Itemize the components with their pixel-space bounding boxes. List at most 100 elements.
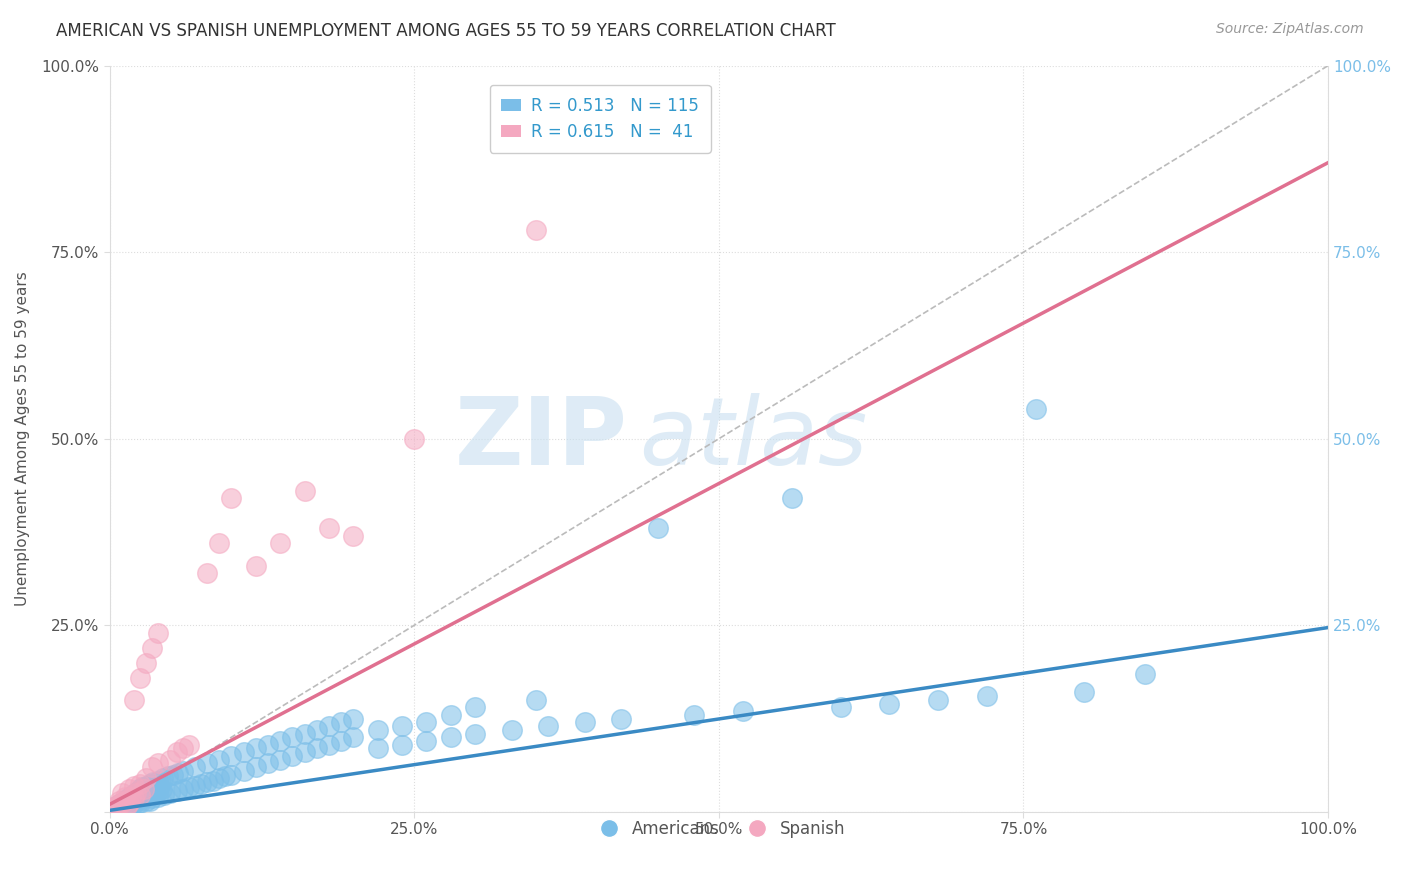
Point <box>208 753 231 767</box>
Point <box>166 784 188 798</box>
Point <box>132 786 155 800</box>
Point <box>141 791 163 805</box>
Point <box>122 779 145 793</box>
Point <box>129 671 152 685</box>
Point <box>208 536 231 550</box>
Point <box>879 697 901 711</box>
Point <box>733 704 755 718</box>
Point <box>162 767 184 781</box>
Point <box>391 738 413 752</box>
Point <box>114 789 136 804</box>
Point <box>976 689 998 703</box>
Point <box>127 784 149 798</box>
Point <box>610 712 633 726</box>
Point <box>121 799 143 814</box>
Point <box>257 738 280 752</box>
Point <box>269 536 291 550</box>
Point <box>342 529 364 543</box>
Point <box>108 797 131 812</box>
Point <box>127 796 149 810</box>
Point <box>172 741 194 756</box>
Point <box>245 741 267 756</box>
Point <box>281 748 304 763</box>
Point <box>111 796 134 810</box>
Point <box>117 791 139 805</box>
Point <box>330 715 353 730</box>
Point <box>135 772 157 786</box>
Point <box>647 521 669 535</box>
Point <box>232 745 254 759</box>
Point <box>342 712 364 726</box>
Point <box>245 760 267 774</box>
Point <box>177 738 200 752</box>
Point <box>141 760 163 774</box>
Point <box>202 773 225 788</box>
Point <box>148 625 170 640</box>
Point <box>342 731 364 745</box>
Point <box>501 723 523 737</box>
Point <box>830 700 852 714</box>
Point <box>111 796 134 810</box>
Point <box>195 566 218 580</box>
Point <box>122 791 145 805</box>
Point <box>129 782 152 797</box>
Point <box>464 726 486 740</box>
Point <box>524 223 547 237</box>
Point <box>245 558 267 573</box>
Point <box>159 786 181 800</box>
Point <box>131 791 153 805</box>
Point <box>415 715 437 730</box>
Point <box>232 764 254 778</box>
Point <box>143 786 166 800</box>
Point <box>780 491 803 506</box>
Point <box>927 693 949 707</box>
Point <box>269 734 291 748</box>
Point <box>184 760 207 774</box>
Point <box>221 748 243 763</box>
Point <box>138 784 160 798</box>
Point <box>214 769 236 783</box>
Point <box>281 731 304 745</box>
Y-axis label: Unemployment Among Ages 55 to 59 years: Unemployment Among Ages 55 to 59 years <box>15 271 30 606</box>
Point <box>135 789 157 804</box>
Point <box>157 769 180 783</box>
Text: atlas: atlas <box>640 393 868 484</box>
Point <box>305 723 328 737</box>
Point <box>129 789 152 803</box>
Point <box>221 767 243 781</box>
Point <box>141 782 163 797</box>
Point <box>103 801 125 815</box>
Point <box>294 483 316 498</box>
Point <box>190 776 212 790</box>
Point <box>125 794 148 808</box>
Point <box>153 789 176 803</box>
Point <box>683 707 706 722</box>
Point <box>120 789 142 804</box>
Point <box>184 779 207 793</box>
Point <box>159 753 181 767</box>
Point <box>404 432 426 446</box>
Point <box>105 798 128 813</box>
Point <box>118 782 141 797</box>
Point <box>132 782 155 797</box>
Point <box>537 719 560 733</box>
Point <box>440 707 463 722</box>
Point <box>440 731 463 745</box>
Point <box>294 745 316 759</box>
Point <box>129 776 152 790</box>
Point <box>112 794 135 808</box>
Point <box>464 700 486 714</box>
Point <box>117 797 139 812</box>
Point <box>125 786 148 800</box>
Point <box>415 734 437 748</box>
Point <box>110 797 132 812</box>
Point <box>142 775 165 789</box>
Point <box>104 798 127 813</box>
Point <box>121 789 143 804</box>
Point <box>166 766 188 780</box>
Point <box>111 796 134 810</box>
Point <box>121 789 143 803</box>
Point <box>104 798 127 813</box>
Point <box>129 796 152 810</box>
Point <box>118 796 141 810</box>
